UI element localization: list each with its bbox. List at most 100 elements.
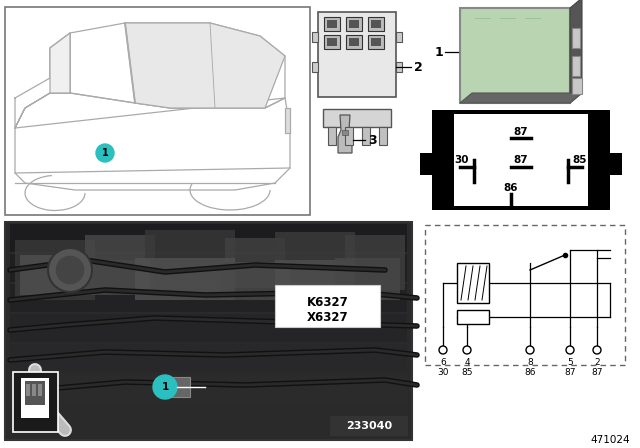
Bar — [312, 62, 318, 72]
Bar — [21, 378, 49, 418]
Circle shape — [463, 346, 471, 354]
Text: 85: 85 — [461, 367, 473, 376]
Bar — [10, 254, 407, 282]
Text: 87: 87 — [591, 367, 603, 376]
Bar — [368, 35, 384, 49]
Text: 6: 6 — [440, 358, 446, 366]
Polygon shape — [338, 115, 352, 153]
Bar — [32, 384, 36, 396]
Text: 86: 86 — [524, 367, 536, 376]
Bar — [349, 20, 359, 28]
Text: 30: 30 — [437, 367, 449, 376]
Bar — [285, 108, 290, 133]
Text: K6327: K6327 — [307, 296, 349, 309]
Bar — [25, 381, 45, 405]
Bar — [460, 8, 570, 103]
Text: 2: 2 — [594, 358, 600, 366]
Bar — [345, 235, 405, 290]
Bar — [572, 28, 580, 48]
Bar — [225, 238, 285, 288]
Circle shape — [593, 346, 601, 354]
Bar — [610, 153, 622, 175]
Text: 8: 8 — [527, 358, 533, 366]
Bar — [20, 255, 80, 295]
Bar — [160, 377, 190, 397]
Bar — [330, 416, 408, 436]
Bar — [275, 232, 355, 290]
Bar — [10, 314, 407, 342]
Bar — [10, 284, 407, 312]
Bar — [457, 263, 489, 303]
Polygon shape — [460, 93, 582, 103]
Polygon shape — [570, 0, 582, 103]
Bar — [379, 127, 387, 145]
Bar — [10, 344, 407, 372]
Text: 471024: 471024 — [590, 435, 630, 445]
Bar — [38, 384, 42, 396]
Text: 86: 86 — [504, 183, 518, 193]
Bar — [275, 260, 355, 300]
Bar — [70, 260, 150, 295]
Text: 87: 87 — [564, 367, 576, 376]
Bar — [346, 17, 362, 31]
Bar — [5, 7, 310, 215]
Circle shape — [439, 346, 447, 354]
Bar — [312, 32, 318, 42]
Bar — [327, 20, 337, 28]
Bar — [13, 372, 58, 432]
Bar — [572, 78, 582, 94]
Bar — [371, 38, 381, 46]
Bar — [26, 384, 30, 396]
Text: 4: 4 — [464, 358, 470, 366]
Bar — [145, 230, 235, 295]
Bar — [457, 310, 489, 324]
Bar — [396, 62, 402, 72]
Bar — [346, 35, 362, 49]
Bar — [324, 17, 340, 31]
Circle shape — [526, 346, 534, 354]
Polygon shape — [50, 33, 70, 93]
Bar — [323, 109, 391, 127]
Bar — [420, 153, 432, 175]
Text: 1: 1 — [161, 382, 168, 392]
Circle shape — [566, 346, 574, 354]
Bar — [10, 374, 407, 402]
Bar — [15, 240, 95, 300]
Bar — [327, 38, 337, 46]
Text: X6327: X6327 — [307, 310, 349, 323]
Circle shape — [48, 248, 92, 292]
Text: 2: 2 — [414, 60, 423, 73]
Bar — [432, 110, 610, 210]
Bar — [362, 127, 370, 145]
Polygon shape — [125, 23, 285, 108]
Bar — [324, 35, 340, 49]
Text: 87: 87 — [514, 127, 528, 137]
Bar — [342, 130, 348, 135]
Bar — [371, 20, 381, 28]
Bar — [85, 235, 155, 290]
Circle shape — [96, 144, 114, 162]
Circle shape — [55, 255, 85, 285]
Text: 5: 5 — [567, 358, 573, 366]
Text: 3: 3 — [368, 134, 376, 146]
Text: 87: 87 — [514, 155, 528, 165]
Text: 85: 85 — [573, 155, 588, 165]
Polygon shape — [50, 23, 285, 108]
Bar — [10, 224, 407, 252]
Bar — [349, 38, 359, 46]
Bar — [275, 285, 380, 327]
Bar — [345, 127, 353, 145]
Text: 1: 1 — [435, 46, 443, 59]
Bar — [135, 258, 235, 300]
Bar — [396, 32, 402, 42]
Bar — [368, 17, 384, 31]
Bar — [572, 56, 580, 76]
Text: 233040: 233040 — [346, 421, 392, 431]
Text: 30: 30 — [455, 155, 469, 165]
Bar — [318, 12, 396, 97]
Text: 1: 1 — [102, 148, 108, 158]
Bar — [328, 127, 336, 145]
Circle shape — [153, 375, 177, 399]
Bar — [5, 222, 412, 440]
Bar — [454, 114, 588, 206]
